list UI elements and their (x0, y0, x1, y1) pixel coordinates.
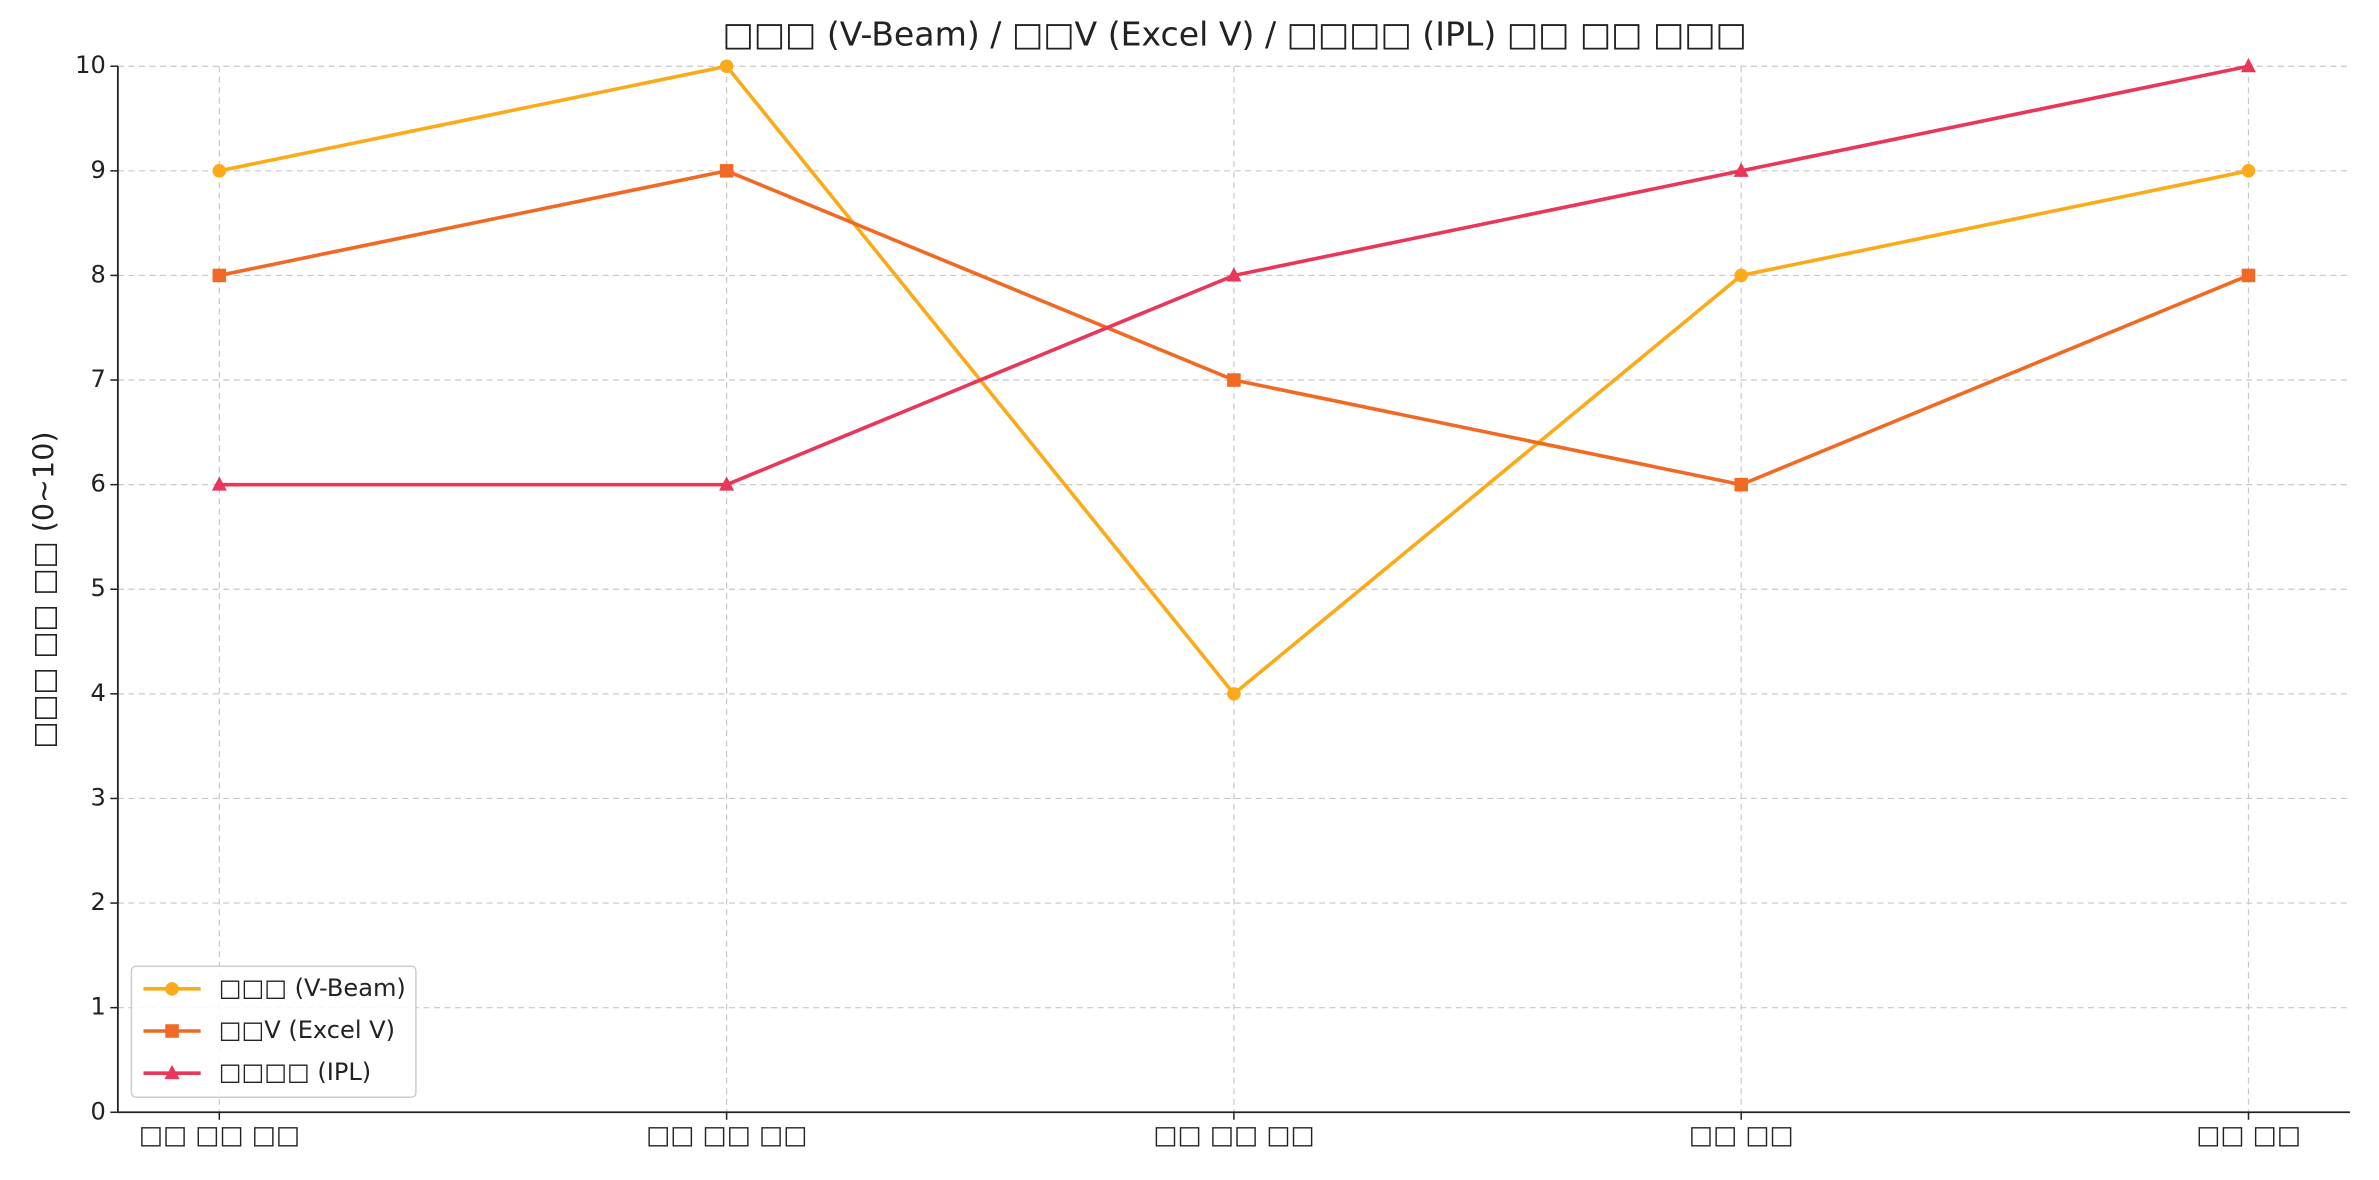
y-tick-label: 7 (90, 365, 105, 393)
point (165, 982, 179, 996)
chart-title: □□□ (V-Beam) / □□V (Excel V) / □□□□ (IPL… (722, 15, 1746, 54)
point (2240, 57, 2257, 73)
point (1227, 687, 1241, 701)
y-tick-label: 10 (75, 51, 106, 79)
legend-label: □□□□ (IPL) (219, 1058, 371, 1086)
point (1734, 477, 1748, 492)
point (719, 59, 734, 73)
x-tick-label: □□ □□ (1689, 1120, 1794, 1150)
point (212, 268, 227, 283)
x-tick-label: □□ □□ □□ (1153, 1120, 1314, 1150)
x-tick-label: □□ □□ □□ (139, 1120, 300, 1150)
legend-label: □□V (Excel V) (219, 1016, 395, 1044)
x-tick-label: □□ □□ □□ (646, 1120, 807, 1150)
y-axis-label: □□□ □□ □□ (0~10) (27, 431, 61, 748)
y-tick-label: 4 (90, 679, 105, 707)
point (165, 1024, 179, 1038)
y-tick-label: 9 (90, 156, 105, 184)
point (1734, 268, 1748, 283)
point (211, 476, 227, 491)
y-tick-label: 6 (90, 470, 105, 498)
legend: □□□ (V-Beam) □□V (Excel V) □□□□ (IPL) (130, 965, 417, 1098)
point (2241, 164, 2256, 178)
point (1226, 267, 1242, 282)
point (719, 164, 734, 178)
y-tick-label: 1 (90, 993, 105, 1021)
point (212, 164, 227, 178)
y-tick-label: 0 (90, 1097, 105, 1125)
point (1733, 162, 1749, 177)
y-tick-label: 3 (90, 783, 105, 811)
legend-box (130, 965, 417, 1098)
x-tick-label: □□ □□ (2196, 1120, 2301, 1150)
y-tick-label: 5 (90, 574, 105, 602)
point (719, 476, 735, 491)
point (2241, 268, 2256, 283)
y-tick-label: 8 (90, 260, 105, 288)
legend-label: □□□ (V-Beam) (219, 974, 406, 1002)
y-tick-label: 2 (90, 888, 105, 916)
point (164, 1064, 180, 1080)
point (1227, 373, 1241, 387)
